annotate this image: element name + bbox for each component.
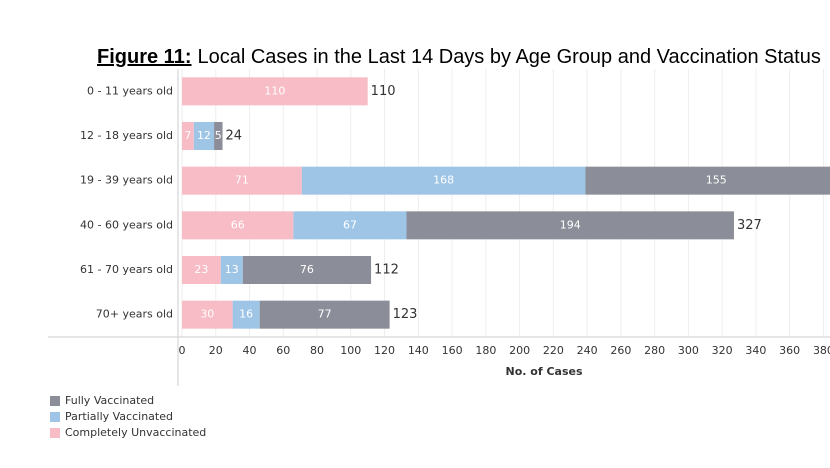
- bar-value-label: 5: [215, 129, 222, 142]
- bar-segment: [293, 211, 407, 240]
- x-tick-label: 0: [179, 344, 186, 357]
- x-tick-label: 320: [712, 344, 733, 357]
- y-tick-label: 0 - 11 years old: [87, 84, 173, 97]
- bar-segment: [182, 166, 302, 195]
- x-tick-label: 100: [340, 344, 361, 357]
- bar-segment: [220, 256, 243, 284]
- x-tick-label: 20: [209, 344, 223, 357]
- y-tick-label: 19 - 39 years old: [80, 174, 173, 187]
- title-text: Local Cases in the Last 14 Days by Age G…: [197, 46, 820, 68]
- bar-segment: [182, 256, 221, 284]
- bar-value-label: 7: [184, 129, 191, 142]
- total-label: 112: [374, 263, 399, 278]
- x-tick-label: 280: [644, 344, 665, 357]
- legend-swatch: [50, 428, 60, 438]
- bar-value-label: 66: [231, 218, 245, 231]
- legend-label: Fully Vaccinated: [65, 394, 154, 407]
- x-tick-label: 200: [509, 344, 530, 357]
- bar-value-label: 155: [706, 174, 727, 187]
- bar-segment: [585, 166, 830, 195]
- title-prefix: Figure 11:: [97, 46, 191, 68]
- bar-value-label: 194: [560, 218, 581, 231]
- bar-segment: [182, 300, 233, 329]
- legend-label: Completely Unvaccinated: [65, 426, 206, 439]
- x-tick-label: 380: [813, 344, 830, 357]
- bar-value-label: 30: [200, 308, 214, 321]
- x-tick-label: 60: [276, 344, 290, 357]
- x-tick-label: 180: [475, 344, 496, 357]
- x-tick-label: 220: [543, 344, 564, 357]
- bar-segment: [232, 300, 260, 329]
- bar-value-label: 110: [264, 84, 285, 97]
- x-tick-label: 40: [243, 344, 257, 357]
- legend-swatch: [50, 396, 60, 406]
- x-tick-label: 160: [442, 344, 463, 357]
- bar-segment: [193, 122, 215, 150]
- x-tick-label: 140: [408, 344, 429, 357]
- bar-value-label: 71: [235, 174, 249, 187]
- y-tick-label: 61 - 70 years old: [80, 263, 173, 276]
- bar-value-label: 168: [433, 174, 454, 187]
- bar-segment: [301, 166, 586, 195]
- bar-segment: [406, 211, 734, 240]
- bar-value-label: 12: [197, 129, 211, 142]
- total-label: 24: [226, 129, 243, 144]
- x-tick-label: 260: [610, 344, 631, 357]
- x-tick-label: 300: [678, 344, 699, 357]
- y-tick-label: 40 - 60 years old: [80, 218, 173, 231]
- total-label: 110: [371, 84, 396, 99]
- y-tick-label: 12 - 18 years old: [80, 129, 173, 142]
- bar-value-label: 13: [225, 263, 239, 276]
- legend-label: Partially Vaccinated: [65, 410, 173, 423]
- x-tick-label: 360: [779, 344, 800, 357]
- bar-value-label: 23: [194, 263, 208, 276]
- bar-segment: [182, 77, 368, 106]
- bar-segment: [182, 211, 294, 240]
- bar-value-label: 67: [343, 218, 357, 231]
- x-tick-label: 120: [374, 344, 395, 357]
- bar-segment: [214, 122, 223, 150]
- bar-segment: [259, 300, 390, 329]
- bar-segment: [182, 122, 194, 150]
- x-tick-label: 340: [745, 344, 766, 357]
- bar-value-label: 76: [300, 263, 314, 276]
- x-axis-label: No. of Cases: [506, 365, 583, 378]
- bar-value-label: 77: [318, 308, 332, 321]
- total-label: 327: [737, 218, 762, 233]
- x-tick-label: 80: [310, 344, 324, 357]
- y-tick-label: 70+ years old: [96, 308, 173, 321]
- x-tick-label: 240: [577, 344, 598, 357]
- chart-title: Figure 11: Local Cases in the Last 14 Day…: [97, 46, 821, 68]
- bar-value-label: 16: [239, 308, 253, 321]
- legend-swatch: [50, 412, 60, 422]
- total-label: 123: [393, 307, 418, 322]
- bar-segment: [242, 256, 372, 284]
